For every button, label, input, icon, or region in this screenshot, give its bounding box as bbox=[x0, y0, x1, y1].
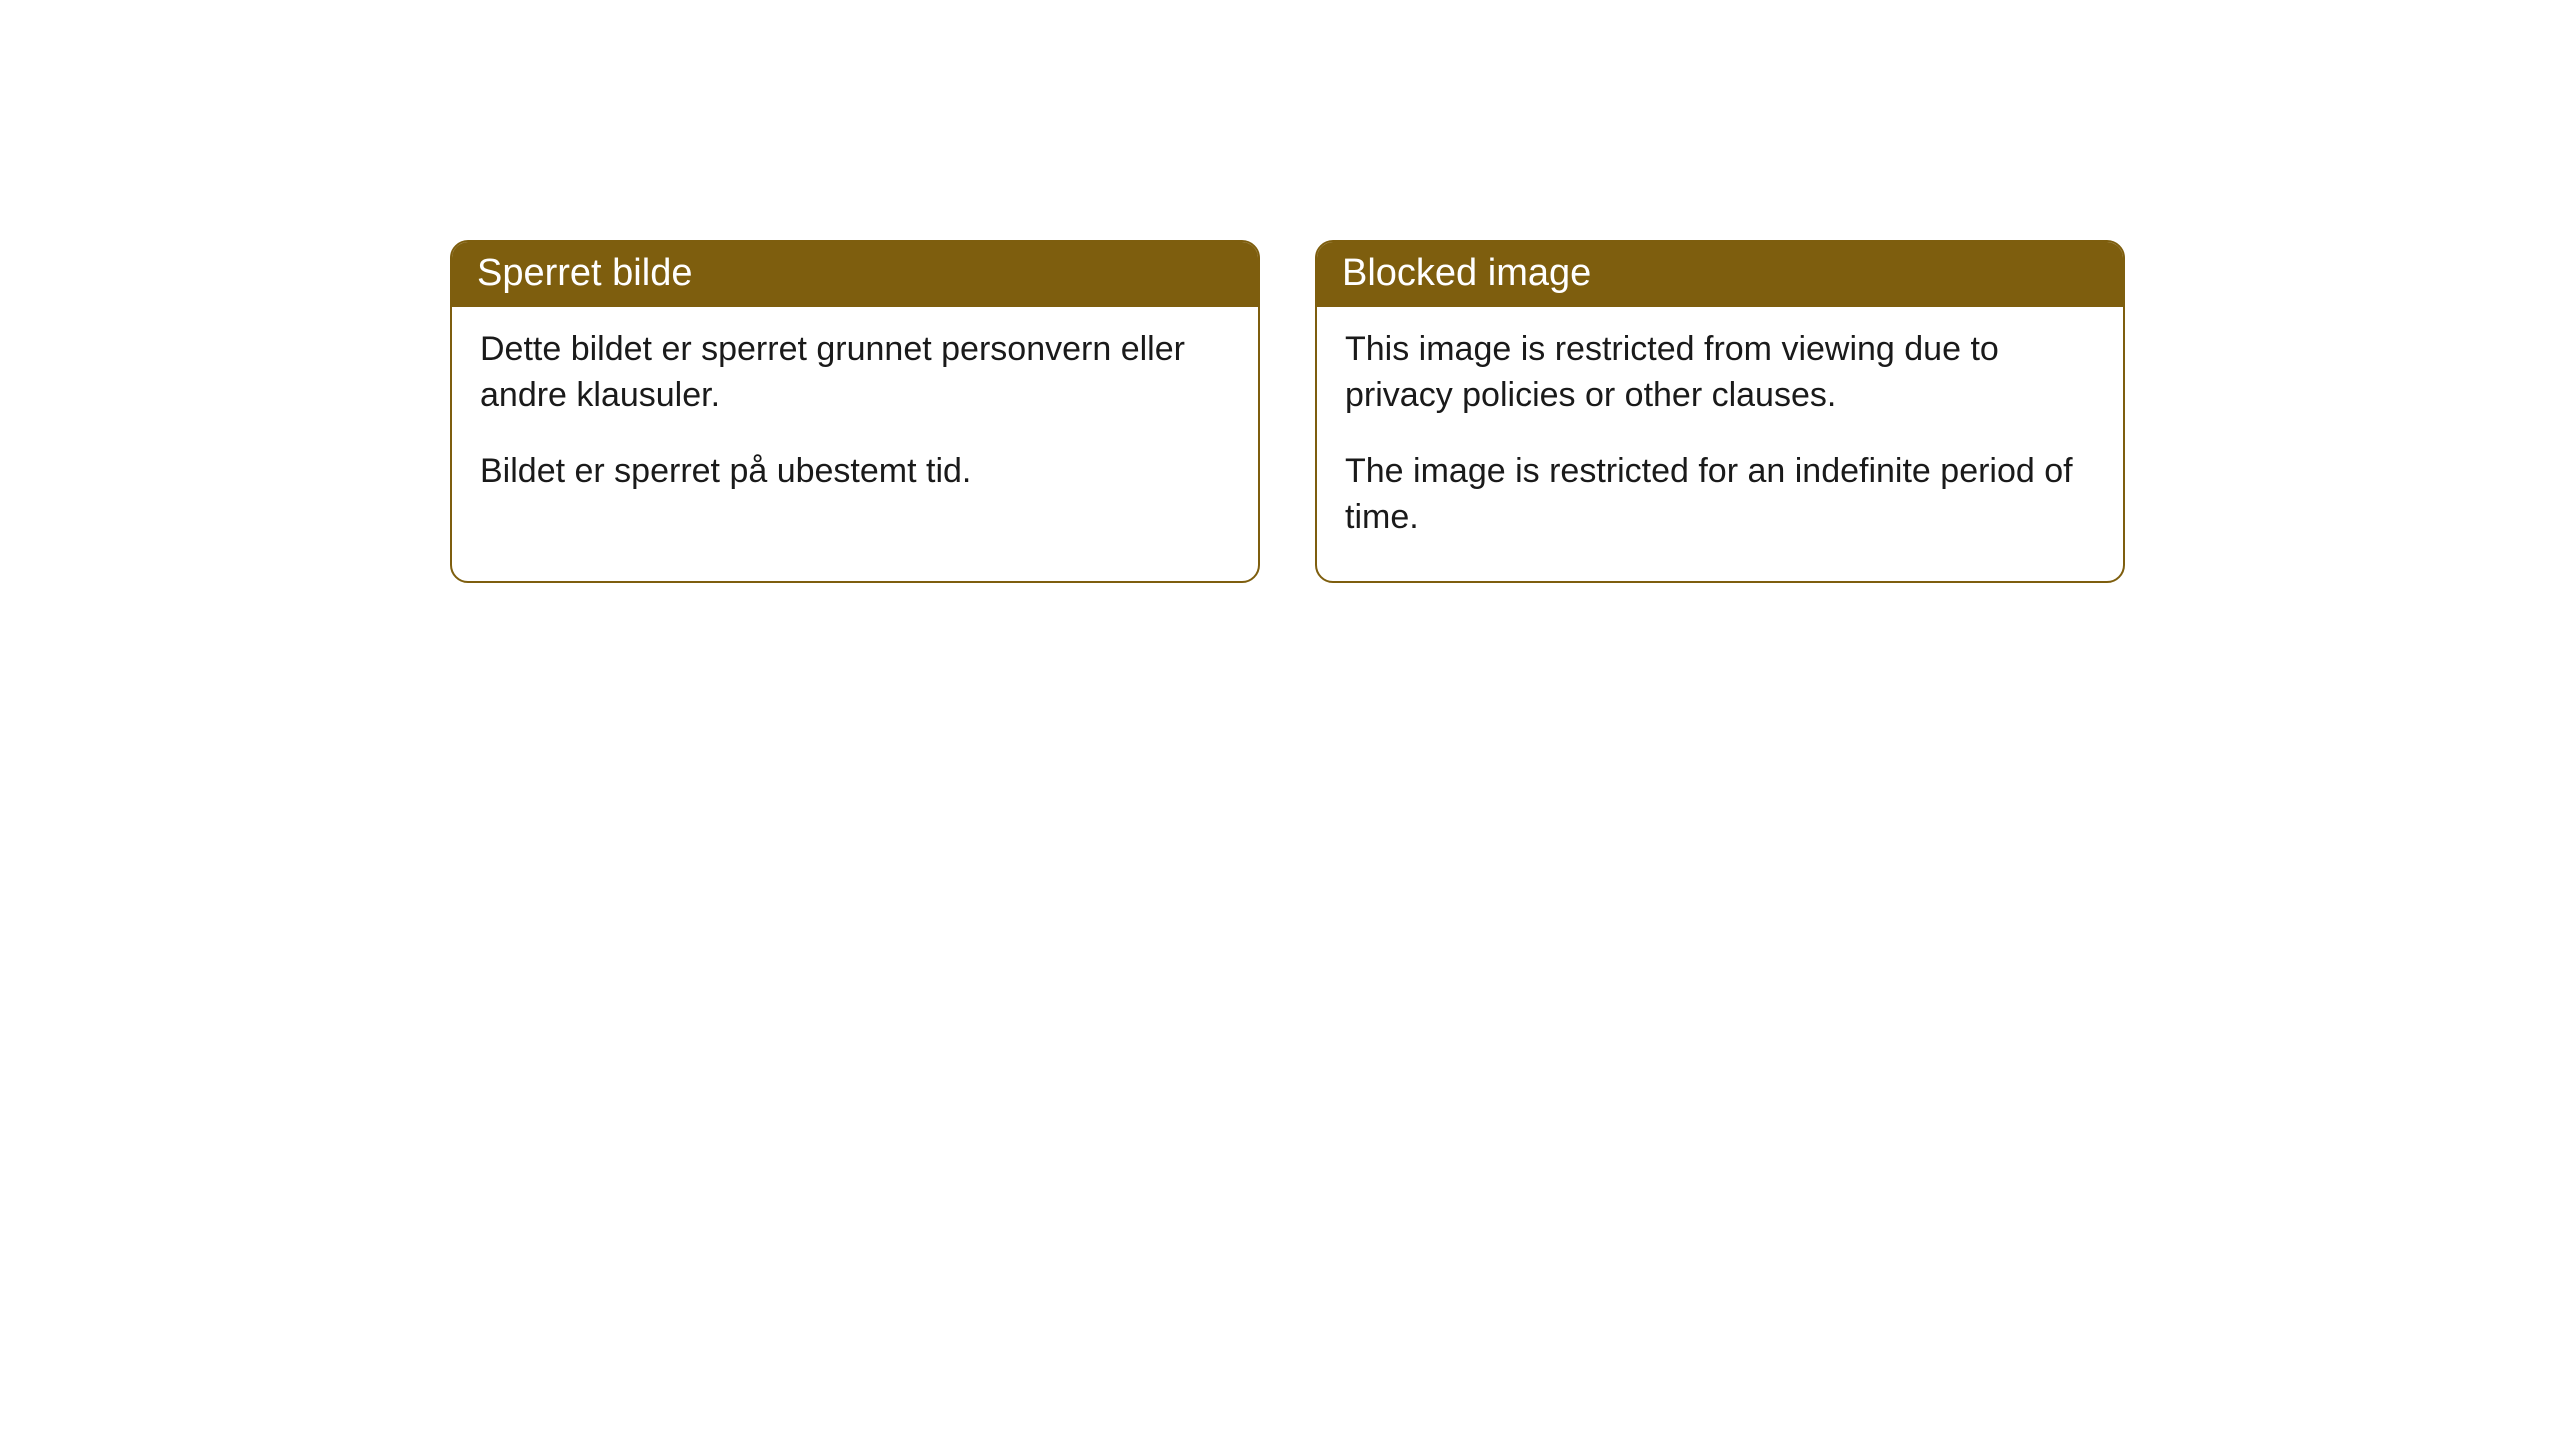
notice-container: Sperret bilde Dette bildet er sperret gr… bbox=[450, 240, 2125, 583]
notice-paragraph: Dette bildet er sperret grunnet personve… bbox=[480, 327, 1230, 419]
notice-paragraph: The image is restricted for an indefinit… bbox=[1345, 449, 2095, 541]
notice-body: This image is restricted from viewing du… bbox=[1317, 307, 2123, 581]
notice-box-norwegian: Sperret bilde Dette bildet er sperret gr… bbox=[450, 240, 1260, 583]
notice-header: Blocked image bbox=[1317, 242, 2123, 307]
notice-title: Sperret bilde bbox=[477, 252, 692, 294]
notice-header: Sperret bilde bbox=[452, 242, 1258, 307]
notice-box-english: Blocked image This image is restricted f… bbox=[1315, 240, 2125, 583]
notice-title: Blocked image bbox=[1342, 252, 1591, 294]
notice-body: Dette bildet er sperret grunnet personve… bbox=[452, 307, 1258, 535]
notice-paragraph: Bildet er sperret på ubestemt tid. bbox=[480, 449, 1230, 495]
notice-paragraph: This image is restricted from viewing du… bbox=[1345, 327, 2095, 419]
